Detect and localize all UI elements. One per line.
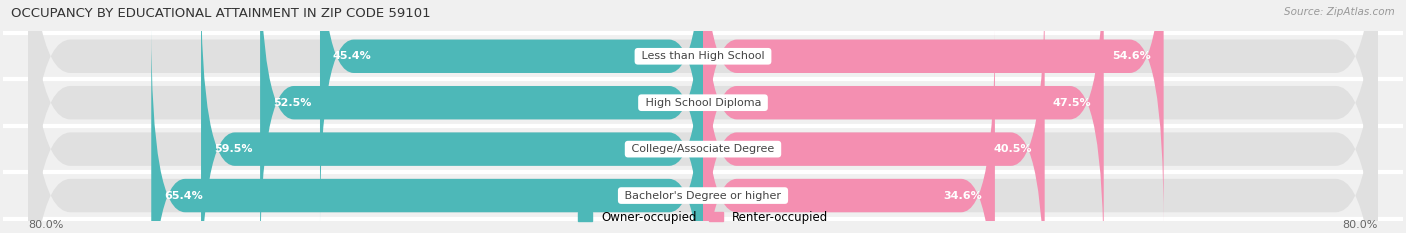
Text: 34.6%: 34.6% [943,191,983,201]
Text: College/Associate Degree: College/Associate Degree [628,144,778,154]
FancyBboxPatch shape [28,0,1378,233]
FancyBboxPatch shape [703,0,1104,233]
FancyBboxPatch shape [152,27,703,233]
Text: 59.5%: 59.5% [214,144,252,154]
FancyBboxPatch shape [703,27,995,233]
FancyBboxPatch shape [260,0,703,233]
Text: 45.4%: 45.4% [333,51,371,61]
Text: 80.0%: 80.0% [1343,220,1378,230]
Text: Less than High School: Less than High School [638,51,768,61]
FancyBboxPatch shape [28,0,1378,233]
Text: Source: ZipAtlas.com: Source: ZipAtlas.com [1284,7,1395,17]
Text: 80.0%: 80.0% [28,220,63,230]
Text: 65.4%: 65.4% [165,191,202,201]
Text: 47.5%: 47.5% [1053,98,1091,108]
FancyBboxPatch shape [703,0,1164,225]
Text: 40.5%: 40.5% [994,144,1032,154]
Text: High School Diploma: High School Diploma [641,98,765,108]
Text: Bachelor's Degree or higher: Bachelor's Degree or higher [621,191,785,201]
FancyBboxPatch shape [703,0,1045,233]
Legend: Owner-occupied, Renter-occupied: Owner-occupied, Renter-occupied [576,209,830,225]
FancyBboxPatch shape [321,0,703,225]
FancyBboxPatch shape [201,0,703,233]
Text: 52.5%: 52.5% [273,98,311,108]
FancyBboxPatch shape [28,0,1378,233]
FancyBboxPatch shape [28,0,1378,233]
Text: OCCUPANCY BY EDUCATIONAL ATTAINMENT IN ZIP CODE 59101: OCCUPANCY BY EDUCATIONAL ATTAINMENT IN Z… [11,7,430,20]
Text: 54.6%: 54.6% [1112,51,1152,61]
